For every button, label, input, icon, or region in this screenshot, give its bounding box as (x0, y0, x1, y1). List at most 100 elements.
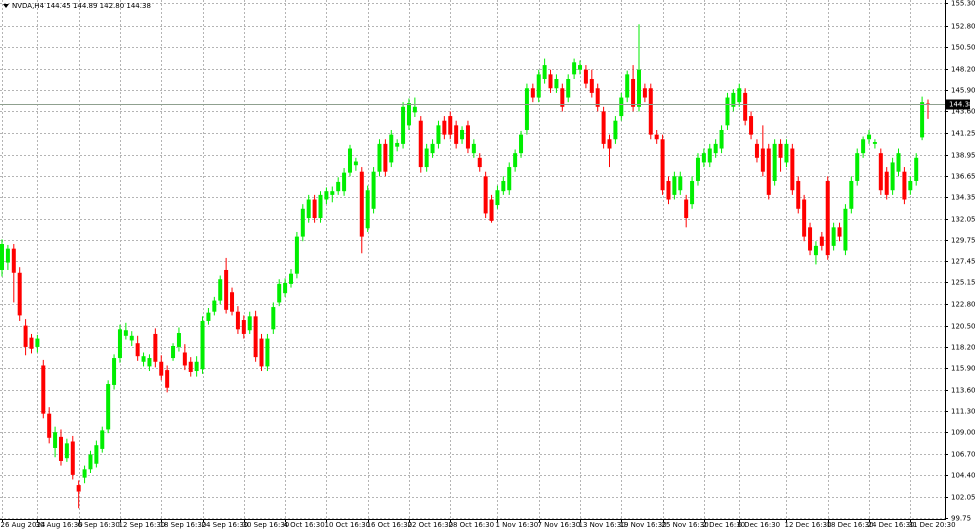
candle-body (519, 134, 524, 154)
candle-body (88, 454, 93, 470)
y-tick-label: 127.45 (951, 258, 975, 266)
candle-body (412, 106, 417, 113)
x-tick-label: 4 Oct 16:30 (284, 521, 325, 529)
candle-body (601, 111, 606, 144)
candle-body (554, 78, 559, 89)
candle-body (625, 74, 630, 98)
candle-body (448, 116, 453, 135)
candle-body (566, 78, 571, 98)
candle-body (578, 65, 583, 70)
candle-body (58, 436, 63, 461)
candle-body (100, 430, 105, 449)
candle-body (607, 139, 612, 149)
candle-body (430, 143, 435, 154)
y-tick-label: 136.65 (951, 173, 975, 181)
candle-body (737, 88, 742, 103)
candle-body (165, 370, 170, 388)
x-tick-label: 13 Nov 16:30 (579, 521, 626, 529)
x-tick-label: 12 Dec 16:30 (785, 521, 832, 529)
candle-body (902, 171, 907, 200)
candle-body (884, 171, 889, 195)
candle-body (678, 176, 683, 191)
candle-body (312, 199, 317, 219)
candle-body (784, 143, 789, 163)
candle-body (200, 320, 205, 370)
candle-body (82, 469, 87, 478)
candle-body (336, 181, 341, 192)
x-tick-label: 7 Nov 16:30 (538, 521, 581, 529)
candle-body (247, 316, 252, 331)
x-tick-label: 31 Dec 20:30 (909, 521, 956, 529)
candle-body (418, 120, 423, 168)
candle-body (731, 92, 736, 107)
candle-body (536, 74, 541, 98)
candle-body (141, 356, 146, 362)
candle-body (324, 191, 329, 200)
y-tick-label: 134.35 (951, 194, 975, 202)
candle-body (813, 245, 818, 256)
candle-body (359, 171, 364, 237)
y-tick-label: 99.75 (951, 515, 971, 523)
candle-body (471, 143, 476, 154)
candle-body (383, 143, 388, 172)
grid (0, 0, 945, 519)
candle-body (206, 312, 211, 321)
y-tick-label: 104.40 (951, 472, 975, 480)
candle-body (613, 120, 618, 140)
candle-body (11, 248, 16, 273)
candle-body (277, 283, 282, 303)
candle-body (76, 485, 81, 492)
candle-body (70, 441, 75, 475)
candle-body (495, 190, 500, 206)
candle-body (867, 134, 872, 140)
candle-body (353, 161, 358, 166)
candle-body (808, 227, 813, 251)
candle-body (749, 116, 754, 135)
x-tick-label: 18 Sep 16:30 (160, 521, 207, 529)
candle-body (135, 343, 140, 357)
candle-body (230, 292, 235, 312)
y-tick-label: 111.30 (951, 408, 975, 416)
candle-body (914, 157, 919, 181)
candle-body (465, 125, 470, 149)
candle-body (460, 129, 465, 140)
candle-body (754, 143, 759, 158)
y-tick-label: 106.70 (951, 451, 975, 459)
candle-body (64, 443, 69, 459)
last-price-label: 144.38 (949, 101, 974, 109)
candle-body (289, 273, 294, 284)
y-tick-label: 132.05 (951, 216, 975, 224)
candle-body (725, 97, 730, 126)
y-tick-label: 122.80 (951, 301, 975, 309)
candle-body (477, 157, 482, 168)
x-tick-label: 30 Aug 16:30 (36, 521, 83, 529)
candle-body (182, 352, 187, 366)
candle-body (890, 162, 895, 191)
y-tick-label: 138.95 (951, 152, 975, 160)
candle-body (672, 176, 677, 195)
last-price-box (946, 99, 970, 110)
candle-body (642, 88, 647, 98)
y-tick-label: 141.25 (951, 130, 975, 138)
y-tick-label: 150.50 (951, 44, 975, 52)
candle-body (0, 244, 4, 270)
candle-body (5, 248, 10, 263)
candle-body (855, 153, 860, 181)
symbol-menu-icon[interactable] (3, 4, 9, 8)
y-tick-label: 129.75 (951, 237, 975, 245)
candle-body (47, 413, 52, 438)
x-tick-label: 19 Nov 16:30 (620, 521, 667, 529)
x-tick-label: 30 Sep 16:30 (243, 521, 290, 529)
candle-body (872, 142, 877, 144)
candle-body (259, 338, 264, 367)
y-tick-label: 152.80 (951, 23, 975, 31)
candle-body (542, 65, 547, 79)
y-tick-label: 120.50 (951, 323, 975, 331)
candle-body (666, 180, 671, 200)
y-tick-label: 115.90 (951, 365, 975, 373)
candle-body (395, 142, 400, 147)
candle-body (796, 180, 801, 209)
x-tick-label: 16 Oct 16:30 (367, 521, 413, 529)
